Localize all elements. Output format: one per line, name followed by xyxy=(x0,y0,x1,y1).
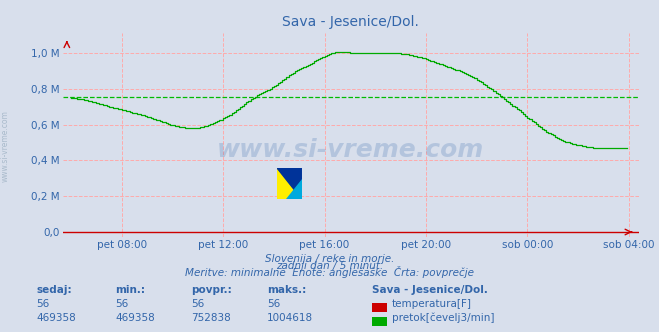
Text: pretok[čevelj3/min]: pretok[čevelj3/min] xyxy=(392,312,495,323)
Title: Sava - Jesenice/Dol.: Sava - Jesenice/Dol. xyxy=(283,15,419,29)
Text: 56: 56 xyxy=(115,299,129,309)
Text: Sava - Jesenice/Dol.: Sava - Jesenice/Dol. xyxy=(372,285,488,295)
Polygon shape xyxy=(285,179,302,199)
Text: povpr.:: povpr.: xyxy=(191,285,232,295)
Text: www.si-vreme.com: www.si-vreme.com xyxy=(1,110,10,182)
Text: 1004618: 1004618 xyxy=(267,313,313,323)
Text: 56: 56 xyxy=(191,299,204,309)
Text: 752838: 752838 xyxy=(191,313,231,323)
Text: sedaj:: sedaj: xyxy=(36,285,72,295)
Text: temperatura[F]: temperatura[F] xyxy=(392,299,472,309)
Text: www.si-vreme.com: www.si-vreme.com xyxy=(217,137,484,162)
Text: min.:: min.: xyxy=(115,285,146,295)
Text: 469358: 469358 xyxy=(115,313,155,323)
Text: 56: 56 xyxy=(36,299,49,309)
Polygon shape xyxy=(277,168,302,199)
Polygon shape xyxy=(277,168,302,199)
Text: zadnji dan / 5 minut.: zadnji dan / 5 minut. xyxy=(276,261,383,271)
Text: 469358: 469358 xyxy=(36,313,76,323)
Text: Meritve: minimalne  Enote: anglešaške  Črta: povprečje: Meritve: minimalne Enote: anglešaške Črt… xyxy=(185,266,474,278)
Text: Slovenija / reke in morje.: Slovenija / reke in morje. xyxy=(265,254,394,264)
Text: 56: 56 xyxy=(267,299,280,309)
Text: maks.:: maks.: xyxy=(267,285,306,295)
